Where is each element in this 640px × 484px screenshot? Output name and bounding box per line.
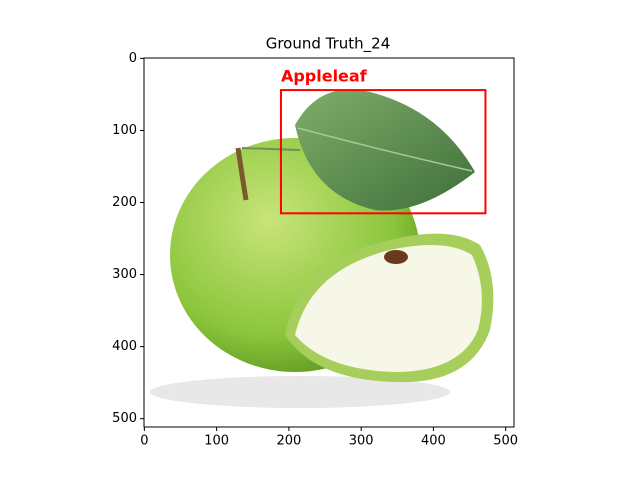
y-tick-label: 0 (129, 51, 137, 66)
x-tick-label: 300 (349, 434, 374, 449)
box-label: Appleleaf (281, 67, 368, 86)
bounding-box (279, 89, 487, 215)
y-tick-label: 300 (112, 267, 137, 282)
x-tick-label: 0 (140, 434, 148, 449)
y-tick-label: 100 (112, 123, 137, 138)
y-tick-label: 500 (112, 411, 137, 426)
chart-title: Ground Truth_24 (266, 35, 391, 54)
y-tick-label: 200 (112, 195, 137, 210)
x-tick-label: 500 (493, 434, 518, 449)
y-tick-label: 400 (112, 339, 137, 354)
x-tick-label: 400 (421, 434, 446, 449)
axes-frame (143, 57, 515, 428)
x-tick-label: 200 (276, 434, 301, 449)
x-tick-label: 100 (204, 434, 229, 449)
image (144, 58, 514, 427)
